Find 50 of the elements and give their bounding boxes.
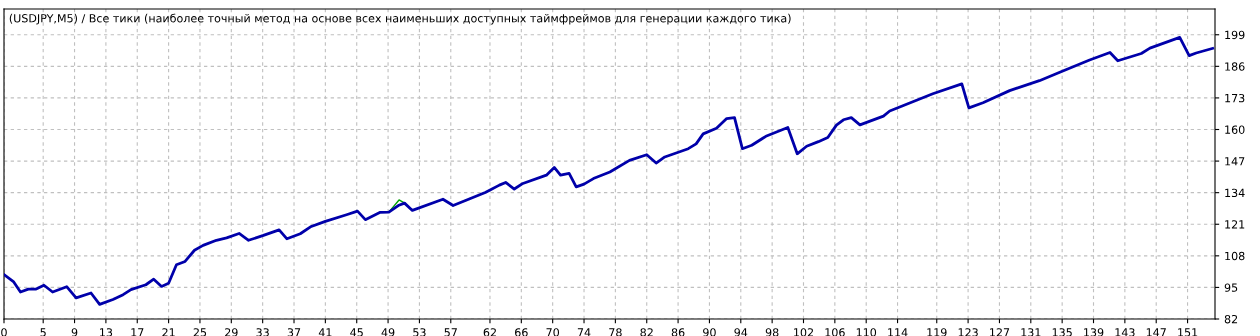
x-tick-label: 131 bbox=[1021, 328, 1041, 336]
chart-title: (USDJPY,M5) / Все тики (наиболее точный метод на основе всех наименьших доступных таймфреймов для генерации каждого тика) bbox=[9, 13, 791, 25]
x-tick-label: 49 bbox=[381, 328, 395, 336]
y-tick-label: 160 bbox=[1225, 125, 1245, 134]
y-tick-label: 82 bbox=[1224, 314, 1238, 324]
x-tick-label: 135 bbox=[1052, 328, 1072, 336]
x-tick-label: 82 bbox=[640, 328, 653, 336]
x-tick-label: 86 bbox=[671, 328, 685, 336]
y-tick-label: 147 bbox=[1225, 157, 1245, 166]
x-tick-label: 70 bbox=[546, 328, 559, 336]
x-tick-label: 123 bbox=[958, 328, 978, 336]
x-tick-label: 151 bbox=[1178, 328, 1198, 336]
y-tick-label: 121 bbox=[1225, 220, 1245, 229]
x-tick-label: 110 bbox=[856, 328, 877, 336]
x-tick-label: 33 bbox=[256, 328, 269, 336]
x-tick-label: 98 bbox=[765, 328, 779, 336]
y-tick-label: 199 bbox=[1225, 30, 1245, 40]
x-tick-label: 90 bbox=[703, 328, 716, 336]
x-tick-label: 9 bbox=[71, 328, 78, 336]
x-tick-label: 0 bbox=[1, 328, 7, 336]
x-tick-label: 102 bbox=[794, 328, 813, 336]
x-tick-label: 78 bbox=[609, 328, 622, 336]
x-tick-label: 66 bbox=[515, 328, 528, 336]
x-tick-label: 114 bbox=[888, 328, 908, 336]
x-tick-label: 29 bbox=[225, 328, 238, 336]
x-tick-label: 94 bbox=[734, 328, 748, 336]
x-tick-label: 41 bbox=[318, 328, 332, 336]
x-tick-label: 17 bbox=[131, 328, 144, 336]
x-tick-label: 139 bbox=[1084, 328, 1104, 336]
x-tick-label: 25 bbox=[193, 328, 207, 336]
x-tick-label: 5 bbox=[40, 328, 46, 336]
x-tick-label: 13 bbox=[100, 328, 113, 336]
y-tick-label: 95 bbox=[1224, 283, 1238, 292]
y-tick-label: 134 bbox=[1225, 188, 1245, 198]
x-tick-label: 127 bbox=[990, 328, 1010, 336]
x-tick-label: 45 bbox=[350, 328, 363, 336]
x-tick-label: 74 bbox=[577, 328, 591, 336]
x-tick-label: 106 bbox=[825, 328, 845, 336]
x-tick-label: 37 bbox=[287, 328, 301, 336]
y-tick-label: 186 bbox=[1225, 62, 1245, 71]
x-tick-label: 119 bbox=[927, 328, 947, 336]
y-tick-label: 108 bbox=[1225, 251, 1245, 261]
y-tick-label: 173 bbox=[1225, 93, 1245, 103]
x-tick-label: 53 bbox=[413, 328, 426, 336]
x-tick-label: 147 bbox=[1146, 328, 1166, 336]
x-tick-label: 21 bbox=[162, 328, 175, 336]
line-series bbox=[4, 36, 1215, 306]
x-tick-label: 143 bbox=[1115, 328, 1135, 336]
x-tick-label: 57 bbox=[444, 328, 457, 336]
x-tick-label: 62 bbox=[483, 328, 496, 336]
